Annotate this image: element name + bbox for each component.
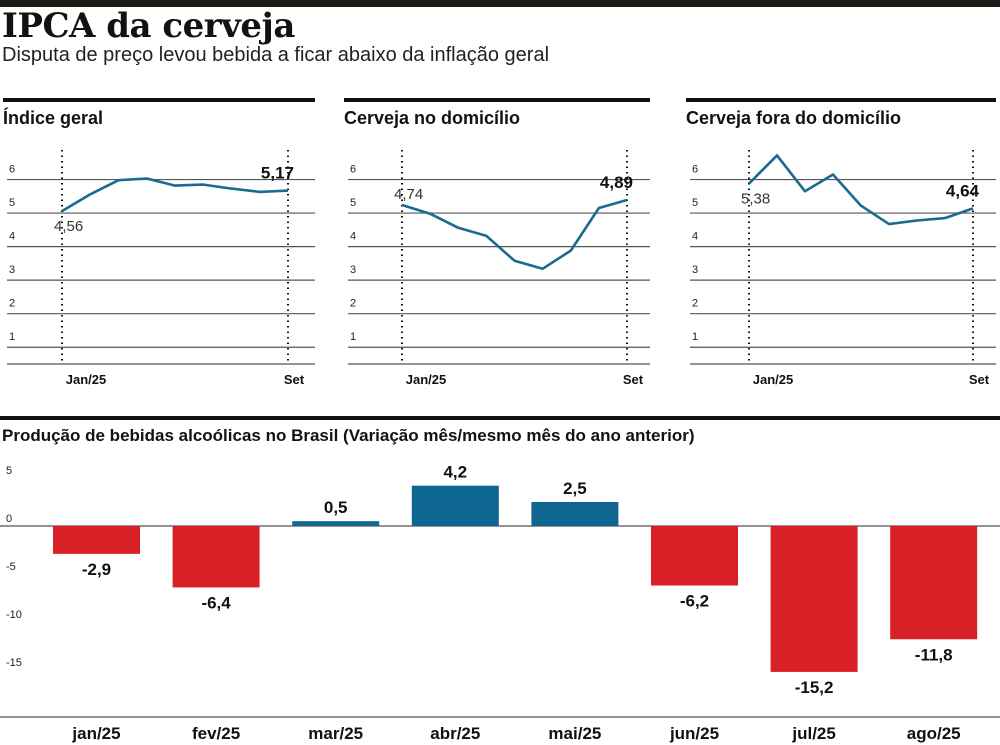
panel-cerveja-domicilio: Cerveja no domicílio 1 2 3 4 5 6 4,74 4,89 Jan/2… bbox=[344, 98, 650, 398]
bar bbox=[651, 526, 738, 586]
bar bbox=[890, 526, 978, 640]
y-tick-label: 1 bbox=[350, 331, 356, 343]
y-tick-label: 1 bbox=[692, 331, 698, 343]
panel-title: Cerveja fora do domicílio bbox=[686, 108, 902, 128]
y-tick-label: 6 bbox=[9, 164, 15, 176]
series-line bbox=[748, 154, 974, 226]
bar bbox=[411, 485, 499, 526]
line-chart-cerveja-domicilio: 1 2 3 4 5 6 4,74 4,89 Jan/25 Set bbox=[348, 150, 650, 387]
page-subtitle: Disputa de preço levou bebida a ficar ab… bbox=[2, 44, 550, 66]
bar bbox=[531, 502, 619, 526]
line-chart-indice-geral: 1 2 3 4 5 6 4,56 5,17 Jan/25 Set bbox=[7, 150, 315, 387]
y-tick-label: 1 bbox=[9, 331, 15, 343]
x-category-label: fev/25 bbox=[192, 724, 240, 743]
y-tick-label: 0 bbox=[6, 513, 12, 525]
x-category-label: mar/25 bbox=[308, 724, 363, 743]
x-label-end: Set bbox=[623, 372, 644, 387]
panel-cerveja-fora-domicilio: Cerveja fora do domicílio 1 2 3 4 5 6 5,38 4,64… bbox=[686, 98, 996, 398]
y-tick-label: 5 bbox=[692, 197, 698, 209]
bar-value-label: 2,5 bbox=[563, 479, 587, 498]
bar-value-label: -11,8 bbox=[915, 645, 953, 664]
x-label-end: Set bbox=[284, 372, 305, 387]
bar-value-label: -6,2 bbox=[680, 592, 709, 611]
series-line bbox=[401, 198, 628, 271]
panel-title: Índice geral bbox=[3, 108, 104, 128]
page-title: IPCA da cerveja bbox=[2, 6, 295, 46]
x-label-end: Set bbox=[969, 372, 990, 387]
panel-rule bbox=[686, 98, 996, 102]
panel-title: Cerveja no domicílio bbox=[344, 108, 521, 128]
y-tick-label: -5 bbox=[6, 561, 16, 573]
end-value-label: 4,89 bbox=[600, 173, 633, 192]
y-tick-label: 4 bbox=[350, 231, 356, 243]
y-tick-label: 2 bbox=[350, 298, 356, 310]
bar bbox=[292, 521, 380, 526]
end-value-label: 4,64 bbox=[946, 181, 980, 200]
y-tick-label: 6 bbox=[350, 164, 356, 176]
y-tick-label: 5 bbox=[9, 197, 15, 209]
section-rule bbox=[0, 416, 1000, 420]
x-category-label: mai/25 bbox=[548, 724, 601, 743]
bar-chart-title: Produção de bebidas alcoólicas no Brasil… bbox=[2, 426, 695, 445]
x-label-start: Jan/25 bbox=[406, 372, 446, 387]
bar bbox=[172, 526, 260, 588]
bar bbox=[770, 526, 858, 672]
x-category-label: jun/25 bbox=[669, 724, 719, 743]
y-tick-label: -10 bbox=[6, 609, 22, 621]
x-category-label: jul/25 bbox=[791, 724, 835, 743]
y-tick-label: 6 bbox=[692, 164, 698, 176]
start-value-label: 5,38 bbox=[741, 191, 770, 208]
panel-indice-geral: Índice geral 1 2 3 4 5 6 4,56 5,17 Jan/25 Set bbox=[3, 98, 315, 398]
top-rule bbox=[0, 0, 1000, 7]
x-label-start: Jan/25 bbox=[753, 372, 793, 387]
y-tick-label: 5 bbox=[6, 465, 12, 477]
y-tick-label: 3 bbox=[692, 264, 698, 276]
start-value-label: 4,74 bbox=[394, 186, 423, 203]
y-tick-label: 4 bbox=[692, 231, 698, 243]
bar-chart-producao: 5 0 -5 -10 -15 -2,9 jan/25 -6,4 fev/25 0,5 mar/25 4… bbox=[0, 463, 1000, 743]
panel-rule bbox=[3, 98, 315, 102]
y-tick-label: 2 bbox=[692, 298, 698, 310]
line-chart-cerveja-fora-domicilio: 1 2 3 4 5 6 5,38 4,64 Jan/25 Set bbox=[690, 150, 996, 387]
y-tick-label: 5 bbox=[350, 197, 356, 209]
bar-value-label: -2,9 bbox=[82, 560, 111, 579]
x-label-start: Jan/25 bbox=[66, 372, 106, 387]
bar-value-label: -6,4 bbox=[201, 593, 231, 612]
series-line bbox=[61, 177, 289, 213]
bar bbox=[53, 526, 140, 554]
x-category-label: ago/25 bbox=[907, 724, 961, 743]
bar-value-label: -15,2 bbox=[795, 678, 834, 697]
y-tick-label: -15 bbox=[6, 657, 22, 669]
panel-rule bbox=[344, 98, 650, 102]
start-value-label: 4,56 bbox=[54, 218, 83, 235]
y-tick-label: 2 bbox=[9, 298, 15, 310]
x-category-label: jan/25 bbox=[71, 724, 120, 743]
y-tick-label: 3 bbox=[9, 264, 15, 276]
y-tick-label: 4 bbox=[9, 231, 15, 243]
bar-value-label: 0,5 bbox=[324, 498, 348, 517]
end-value-label: 5,17 bbox=[261, 164, 294, 183]
y-tick-label: 3 bbox=[350, 264, 356, 276]
bar-value-label: 4,2 bbox=[443, 463, 467, 482]
x-category-label: abr/25 bbox=[430, 724, 480, 743]
